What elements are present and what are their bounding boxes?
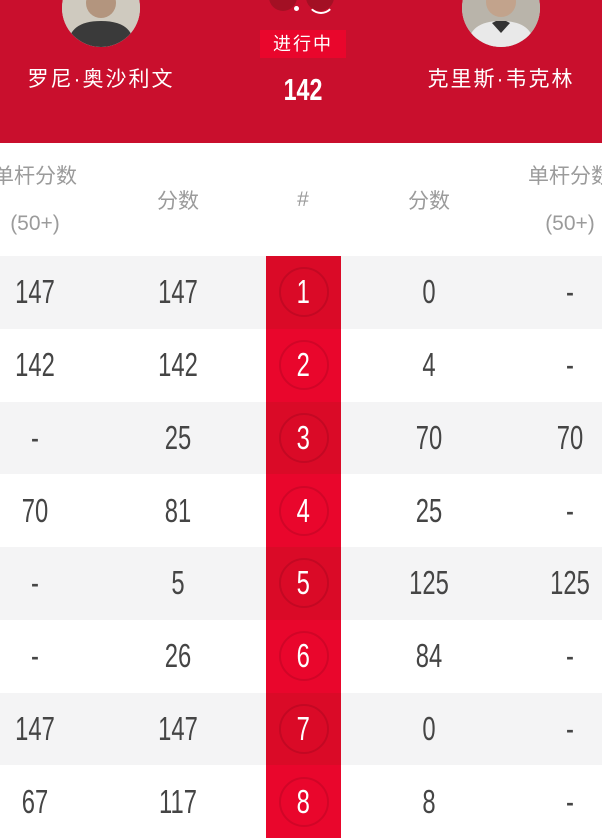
frame-number-cell: 3 xyxy=(266,401,341,475)
player2-name: 克里斯·韦克林 xyxy=(427,68,575,91)
p1-score-cell: 25 xyxy=(164,418,192,456)
column-header-p2-break: 单杆分数 (50+) xyxy=(528,164,602,235)
frame-row-5: - 5 5 125 125 xyxy=(0,547,602,620)
frame-ring xyxy=(278,267,329,318)
p1-break-cell: - xyxy=(31,564,39,602)
frame-ring xyxy=(278,558,329,609)
current-break-score: 142 xyxy=(277,72,329,108)
p1-score-cell: 5 xyxy=(171,564,185,602)
column-header-p1-score: 分数 xyxy=(157,189,199,213)
p1-score-cell: 147 xyxy=(158,709,198,747)
column-header-p1-break: 单杆分数 (50+) xyxy=(0,164,77,235)
frame-row-8: 67 117 8 8 - xyxy=(0,765,602,838)
score-ball-left xyxy=(269,0,297,11)
p1-break-cell: - xyxy=(31,418,39,456)
player2-avatar-silhouette xyxy=(462,0,540,47)
player2-avatar xyxy=(462,0,540,47)
p1-break-cell: 70 xyxy=(21,491,49,529)
frame-number-cell: 1 xyxy=(266,256,341,329)
p2-break-cell: - xyxy=(566,782,574,820)
frame-ring xyxy=(278,412,329,463)
p2-score-cell: 4 xyxy=(422,346,436,384)
p1-score-cell: 142 xyxy=(158,346,198,384)
frame-ring xyxy=(278,776,329,827)
player1-avatar-silhouette xyxy=(62,0,140,47)
p1-break-cell: 147 xyxy=(15,709,55,747)
p1-score-cell: 117 xyxy=(159,782,197,820)
frame-ring xyxy=(278,631,329,682)
frame-number-cell: 6 xyxy=(266,619,341,693)
frame-row-4: 70 81 4 25 - xyxy=(0,474,602,547)
frame-row-2: 142 142 2 4 - xyxy=(0,328,602,402)
frame-number-cell: 4 xyxy=(266,474,341,547)
p2-break-cell: - xyxy=(566,709,574,747)
match-header: 罗尼·奥沙利文 克里斯·韦克林 进行中 142 xyxy=(0,0,602,143)
column-header-p2-score: 分数 xyxy=(408,189,450,213)
p1-break-cell: 147 xyxy=(15,273,55,311)
player1-avatar xyxy=(62,0,140,47)
frame-ring xyxy=(278,703,329,754)
p1-break-cell: - xyxy=(31,637,39,675)
p2-score-cell: 0 xyxy=(422,273,436,311)
p2-break-cell: - xyxy=(566,346,574,384)
frame-row-6: - 26 6 84 - xyxy=(0,619,602,693)
column-header-frame-number: # xyxy=(297,187,309,211)
p2-break-cell: - xyxy=(566,637,574,675)
score-separator-dot xyxy=(294,6,299,11)
p2-score-cell: 25 xyxy=(415,491,443,529)
frame-number-cell: 8 xyxy=(266,765,341,838)
p2-score-cell: 125 xyxy=(409,564,449,602)
p1-score-cell: 81 xyxy=(164,491,192,529)
frame-number-cell: 5 xyxy=(266,547,341,620)
current-break-value: 142 xyxy=(283,72,323,107)
score-ball-right xyxy=(306,0,334,11)
p1-break-cell: 142 xyxy=(15,346,55,384)
frame-number-cell: 2 xyxy=(266,328,341,402)
p1-score-cell: 26 xyxy=(164,637,192,675)
p1-break-cell: 67 xyxy=(21,782,49,820)
frame-ring xyxy=(278,485,329,536)
p2-break-cell: 70 xyxy=(556,418,584,456)
p2-score-cell: 8 xyxy=(422,782,436,820)
p2-break-cell: 125 xyxy=(550,564,590,602)
player1-name: 罗尼·奥沙利文 xyxy=(27,68,175,91)
frame-row-1: 147 147 1 0 - xyxy=(0,256,602,329)
p1-score-cell: 147 xyxy=(158,273,198,311)
match-status-badge: 进行中 xyxy=(260,30,346,58)
frame-number-cell: 7 xyxy=(266,692,341,766)
frames-table[interactable]: 147 147 1 0 - 142 142 2 4 - - 25 3 70 70… xyxy=(0,256,602,838)
p2-score-cell: 70 xyxy=(415,418,443,456)
frame-row-7: 147 147 7 0 - xyxy=(0,692,602,766)
table-header: 单杆分数 (50+) 分数 # 分数 单杆分数 (50+) xyxy=(0,143,602,256)
p2-break-cell: - xyxy=(566,491,574,529)
p2-score-cell: 0 xyxy=(422,709,436,747)
frame-ring xyxy=(278,340,329,391)
p2-score-cell: 84 xyxy=(415,637,443,675)
frame-row-3: - 25 3 70 70 xyxy=(0,401,602,475)
p2-break-cell: - xyxy=(566,273,574,311)
score-ball-arc xyxy=(307,0,335,14)
